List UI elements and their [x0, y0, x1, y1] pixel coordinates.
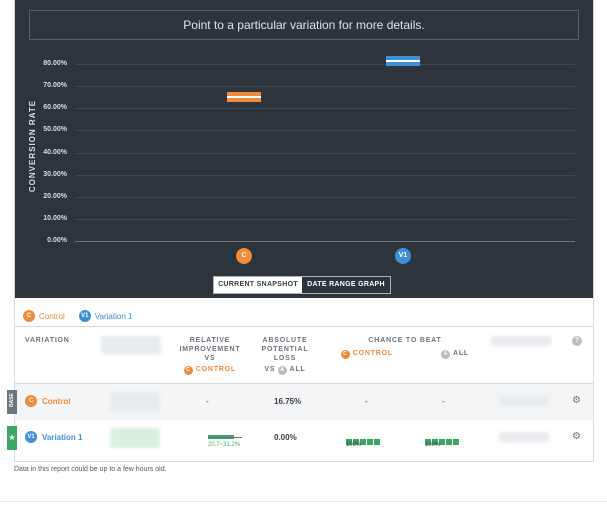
legend-label: Variation 1 — [94, 311, 133, 321]
chance-vs-all-bar — [425, 432, 460, 450]
gridline — [75, 174, 575, 176]
absolute-loss: 16.75% — [274, 397, 302, 406]
y-tick-label: 0.00% — [47, 237, 67, 244]
current-snapshot-tab[interactable]: CURRENT SNAPSHOT — [214, 277, 302, 293]
legend-label: Control — [39, 311, 65, 321]
gridline — [75, 152, 575, 154]
trophy-icon: ★ — [7, 426, 17, 450]
col-header-absolute-loss: ABSOLUTE POTENTIAL LOSS VS A ALL — [261, 337, 309, 375]
y-tick-label: 20.00% — [43, 192, 67, 200]
col-header-chance-to-beat: CHANCE TO BEAT C CONTROL A ALL — [335, 336, 475, 359]
view-toggle: CURRENT SNAPSHOT DATE RANGE GRAPH — [213, 276, 391, 294]
control-badge: C — [25, 395, 37, 407]
variation-name[interactable]: Control — [42, 397, 71, 406]
col-header-relative-improvement: RELATIVE IMPROVEMENT VS C CONTROL — [179, 337, 241, 375]
chance-vs-all: 100% — [425, 442, 441, 448]
divider — [15, 326, 593, 327]
gridline — [75, 196, 575, 198]
gridline — [75, 64, 575, 65]
gear-icon[interactable]: ⚙ — [572, 431, 581, 442]
y-tick-label: 60.00% — [43, 104, 67, 112]
relative-improvement: - — [206, 397, 209, 406]
blurred-cell — [499, 432, 549, 442]
all-badge-icon: A — [441, 350, 451, 359]
blurred-header — [491, 336, 551, 346]
y-tick-label: 80.00% — [43, 60, 67, 67]
chance-vs-control: - — [365, 397, 368, 406]
gear-icon[interactable]: ⚙ — [572, 395, 581, 406]
variation-name[interactable]: Variation 1 — [42, 433, 83, 442]
y-tick-label: 30.00% — [43, 170, 67, 178]
x-badge-variation-1: V1 — [395, 248, 411, 264]
base-tag: BASE — [7, 390, 17, 414]
col-header-variation: VARIATION — [25, 337, 70, 344]
divider — [15, 383, 593, 384]
x-badge-control: C — [236, 248, 252, 264]
legend: C Control V1 Variation 1 — [23, 310, 132, 322]
absolute-loss: 0.00% — [274, 433, 297, 442]
y-tick-label: 40.00% — [43, 148, 67, 156]
mark-control[interactable] — [227, 92, 261, 103]
chart-area: Point to a particular variation for more… — [15, 0, 593, 298]
chart-hint: Point to a particular variation for more… — [29, 10, 579, 40]
footer-divider — [0, 501, 607, 502]
chance-vs-control: 100% — [346, 442, 362, 448]
table-row: BASE C Control - 16.75% - - ⚙ — [7, 384, 593, 420]
chance-vs-control-bar — [346, 432, 381, 450]
improvement-range-bar — [208, 434, 242, 440]
variation-badge: V1 — [78, 310, 91, 322]
data-freshness-note: Data in this report could be up to a few… — [14, 466, 167, 473]
report-panel: Point to a particular variation for more… — [7, 0, 594, 462]
gridline — [75, 86, 575, 88]
help-icon[interactable]: ? — [572, 336, 582, 346]
control-badge-icon: C — [341, 350, 350, 359]
all-badge-icon: A — [278, 366, 288, 375]
control-badge: C — [23, 310, 35, 322]
improvement-range: 20.7~31.2% — [208, 442, 241, 448]
table-row: ★ V1 Variation 1 20.7~31.2% 0.00% 100% 1… — [7, 420, 593, 456]
control-badge-icon: C — [184, 366, 194, 375]
date-range-graph-tab[interactable]: DATE RANGE GRAPH — [302, 277, 390, 293]
gridline — [75, 130, 575, 132]
mark-variation-1[interactable] — [386, 55, 420, 66]
blurred-cell — [110, 428, 160, 448]
gridline — [75, 108, 575, 110]
blurred-header — [101, 336, 161, 354]
gridline — [75, 218, 575, 220]
y-tick-label: 70.00% — [43, 82, 67, 90]
variation-badge: V1 — [25, 431, 37, 443]
y-tick-label: 10.00% — [43, 214, 67, 222]
chance-vs-all: - — [442, 397, 445, 406]
blurred-cell — [499, 396, 549, 406]
legend-item-control[interactable]: C Control — [23, 310, 65, 322]
y-tick-label: 50.00% — [43, 126, 67, 134]
x-axis-line — [75, 241, 575, 242]
blurred-cell — [110, 392, 160, 412]
legend-item-variation-1[interactable]: V1 Variation 1 — [78, 310, 133, 322]
